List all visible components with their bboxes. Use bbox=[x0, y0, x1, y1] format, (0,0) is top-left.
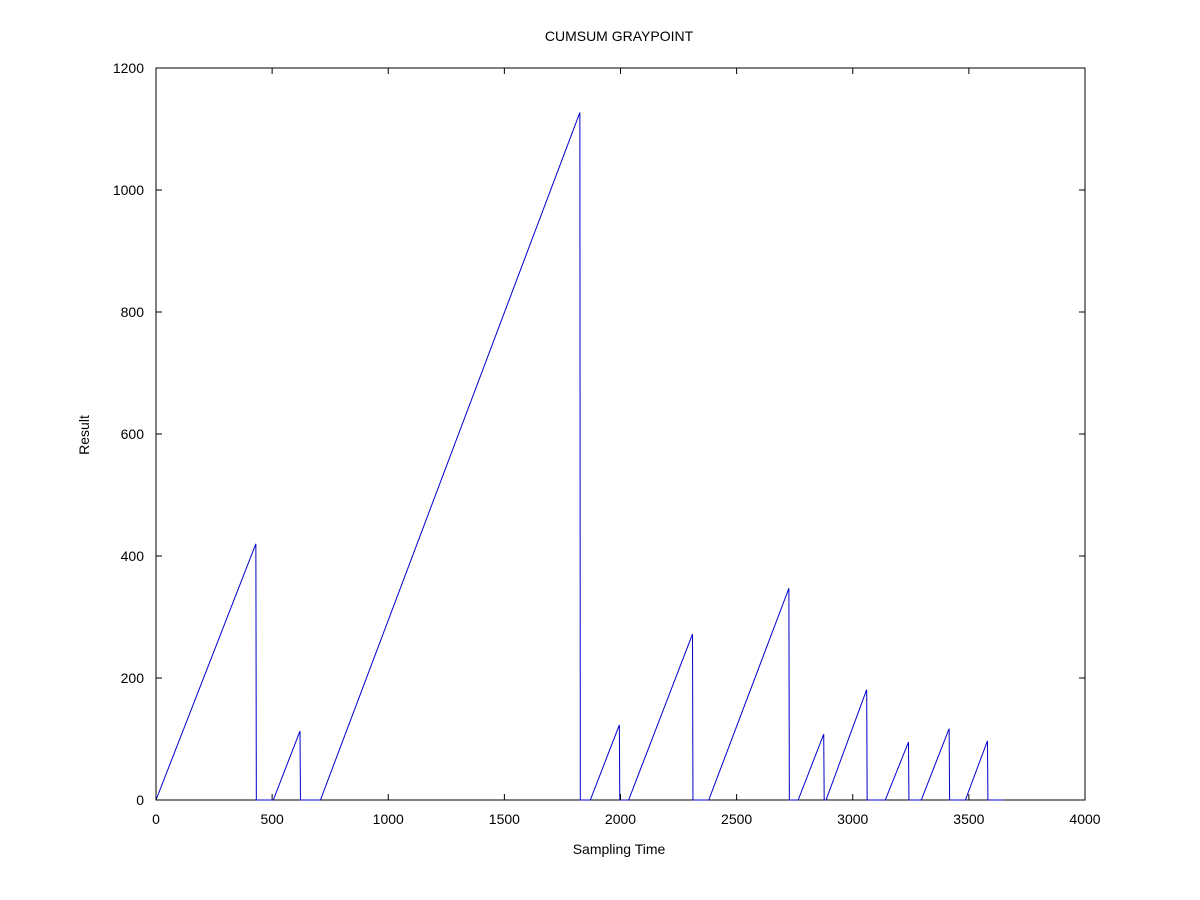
y-tick-label: 600 bbox=[121, 426, 145, 442]
x-tick-label: 3500 bbox=[953, 811, 984, 827]
y-tick-label: 1200 bbox=[113, 60, 144, 76]
x-tick-label: 2000 bbox=[605, 811, 636, 827]
x-tick-label: 1500 bbox=[489, 811, 520, 827]
y-tick-label: 200 bbox=[121, 670, 145, 686]
x-axis: 0 500 1000 1500 2000 2500 3000 3500 4000 bbox=[152, 68, 1101, 827]
chart-title: CUMSUM GRAYPOINT bbox=[545, 28, 694, 44]
x-tick-label: 4000 bbox=[1069, 811, 1100, 827]
series-layer bbox=[155, 112, 1004, 801]
x-tick-label: 0 bbox=[152, 811, 160, 827]
y-tick-label: 800 bbox=[121, 304, 145, 320]
plot-area bbox=[155, 67, 1086, 801]
x-tick-label: 3000 bbox=[837, 811, 868, 827]
y-axis-title: Result bbox=[76, 415, 92, 455]
x-tick-label: 500 bbox=[260, 811, 284, 827]
y-axis: 0 200 400 600 800 1000 1200 bbox=[113, 60, 1085, 808]
plot-frame bbox=[155, 67, 1086, 801]
x-tick-label: 2500 bbox=[721, 811, 752, 827]
y-tick-label: 400 bbox=[121, 548, 145, 564]
x-axis-title: Sampling Time bbox=[573, 841, 666, 857]
series-line bbox=[155, 112, 1004, 801]
y-tick-label: 0 bbox=[136, 792, 144, 808]
y-tick-label: 1000 bbox=[113, 182, 144, 198]
x-tick-label: 1000 bbox=[373, 811, 404, 827]
